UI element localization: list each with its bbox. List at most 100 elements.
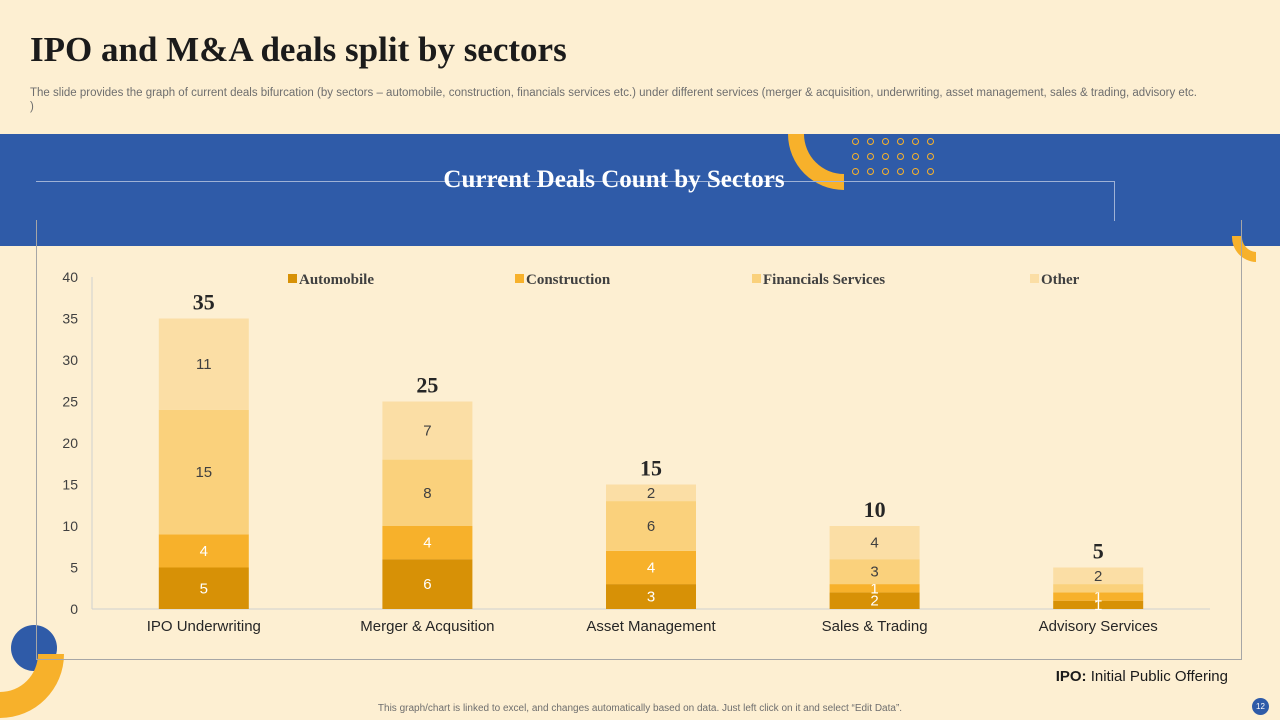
data-label: 2: [647, 485, 655, 502]
data-label: 4: [870, 535, 878, 552]
bottom-note: This graph/chart is linked to excel, and…: [377, 703, 903, 714]
legend-label: Financials Services: [763, 272, 885, 288]
data-label: 3: [870, 564, 878, 581]
dot: [852, 138, 859, 145]
bar-segment: [1053, 600, 1144, 609]
bar-segment: [829, 559, 920, 585]
bar-segment: [158, 409, 249, 535]
bar-segment: [829, 592, 920, 609]
legend-swatch: [1030, 274, 1039, 283]
y-tick-label: 5: [70, 560, 78, 576]
top-arc-decoration: [788, 134, 844, 190]
category-label: IPO Underwriting: [147, 618, 261, 635]
data-label: 6: [647, 518, 655, 535]
legend-swatch: [288, 274, 297, 283]
bar-segment: [606, 584, 696, 609]
total-label: 10: [864, 497, 886, 522]
bottom-left-arc-decoration: [0, 654, 64, 718]
legend-swatch: [515, 274, 524, 283]
header: IPO and M&A deals split by sectors The s…: [0, 0, 1280, 134]
dot: [927, 138, 934, 145]
dot: [882, 153, 889, 160]
data-label: 1: [1094, 589, 1102, 606]
category-label: Asset Management: [586, 618, 716, 635]
data-label: 2: [870, 593, 878, 610]
dot: [867, 168, 874, 175]
data-label: 11: [196, 356, 212, 373]
dot: [867, 138, 874, 145]
bar-segment: [606, 501, 696, 551]
dot: [927, 153, 934, 160]
bar-segment: [382, 401, 473, 460]
data-label: 4: [200, 543, 208, 560]
dot: [912, 168, 919, 175]
legend-label: Automobile: [299, 272, 374, 288]
legend-label: Other: [1041, 272, 1080, 288]
y-tick-label: 35: [62, 311, 78, 327]
y-tick-label: 30: [62, 352, 78, 368]
y-tick-label: 15: [62, 477, 78, 493]
data-label: 1: [1094, 597, 1102, 614]
page-number: 12: [1252, 698, 1269, 715]
total-label: 25: [416, 373, 438, 398]
data-label: 4: [423, 535, 431, 552]
category-label: Sales & Trading: [822, 618, 928, 635]
dot: [897, 168, 904, 175]
bar-segment: [1053, 584, 1144, 593]
y-tick-label: 0: [70, 601, 78, 617]
chart-title-band: [0, 134, 1280, 246]
data-label: 4: [647, 560, 655, 577]
y-tick-label: 40: [62, 269, 78, 285]
total-label: 15: [640, 456, 662, 481]
dot: [867, 153, 874, 160]
bar-segment: [1053, 567, 1144, 585]
category-label: Advisory Services: [1039, 618, 1158, 635]
footnote-abbreviation: IPO:: [1055, 668, 1087, 685]
dot: [912, 138, 919, 145]
bar-segment: [829, 526, 920, 560]
right-arc-decoration: [1231, 236, 1256, 262]
dot: [912, 153, 919, 160]
y-tick-label: 20: [62, 435, 78, 451]
footnote-text: Initial Public Offering: [1090, 668, 1228, 685]
data-label: 1: [870, 580, 878, 597]
dot: [852, 153, 859, 160]
bar-segment: [158, 567, 249, 609]
dot: [882, 168, 889, 175]
footnote: IPO: Initial Public Offering: [1056, 668, 1228, 685]
bar-segment: [829, 584, 920, 593]
legend-label: Construction: [526, 272, 611, 288]
bar-segment: [382, 459, 473, 526]
chart-frame: [36, 220, 1242, 660]
bar-segment: [1053, 592, 1144, 601]
page-title: IPO and M&A deals split by sectors: [30, 30, 567, 69]
bar-segment: [382, 526, 473, 560]
dot: [897, 138, 904, 145]
bar-segment: [158, 534, 249, 568]
chart-title: Current Deals Count by Sectors: [443, 166, 785, 193]
bar-segment: [158, 318, 249, 410]
data-label: 15: [195, 464, 212, 481]
y-tick-label: 10: [62, 518, 78, 534]
dot: [852, 168, 859, 175]
bar-segment: [606, 550, 696, 585]
data-label: 5: [200, 580, 208, 597]
data-label: 8: [423, 485, 431, 502]
data-label: 2: [1094, 568, 1102, 585]
legend-swatch: [752, 274, 761, 283]
chart-title-frame: [36, 181, 1115, 221]
total-label: 5: [1093, 539, 1104, 564]
dot: [927, 168, 934, 175]
data-label: 3: [647, 589, 655, 606]
page-subtitle: The slide provides the graph of current …: [30, 87, 1197, 113]
dot: [897, 153, 904, 160]
total-label: 35: [193, 290, 215, 315]
data-label: 7: [423, 423, 431, 440]
dot: [882, 138, 889, 145]
bar-segment: [382, 559, 473, 609]
category-label: Merger & Acqusition: [360, 618, 494, 635]
data-label: 6: [423, 576, 431, 593]
y-tick-label: 25: [62, 394, 78, 410]
